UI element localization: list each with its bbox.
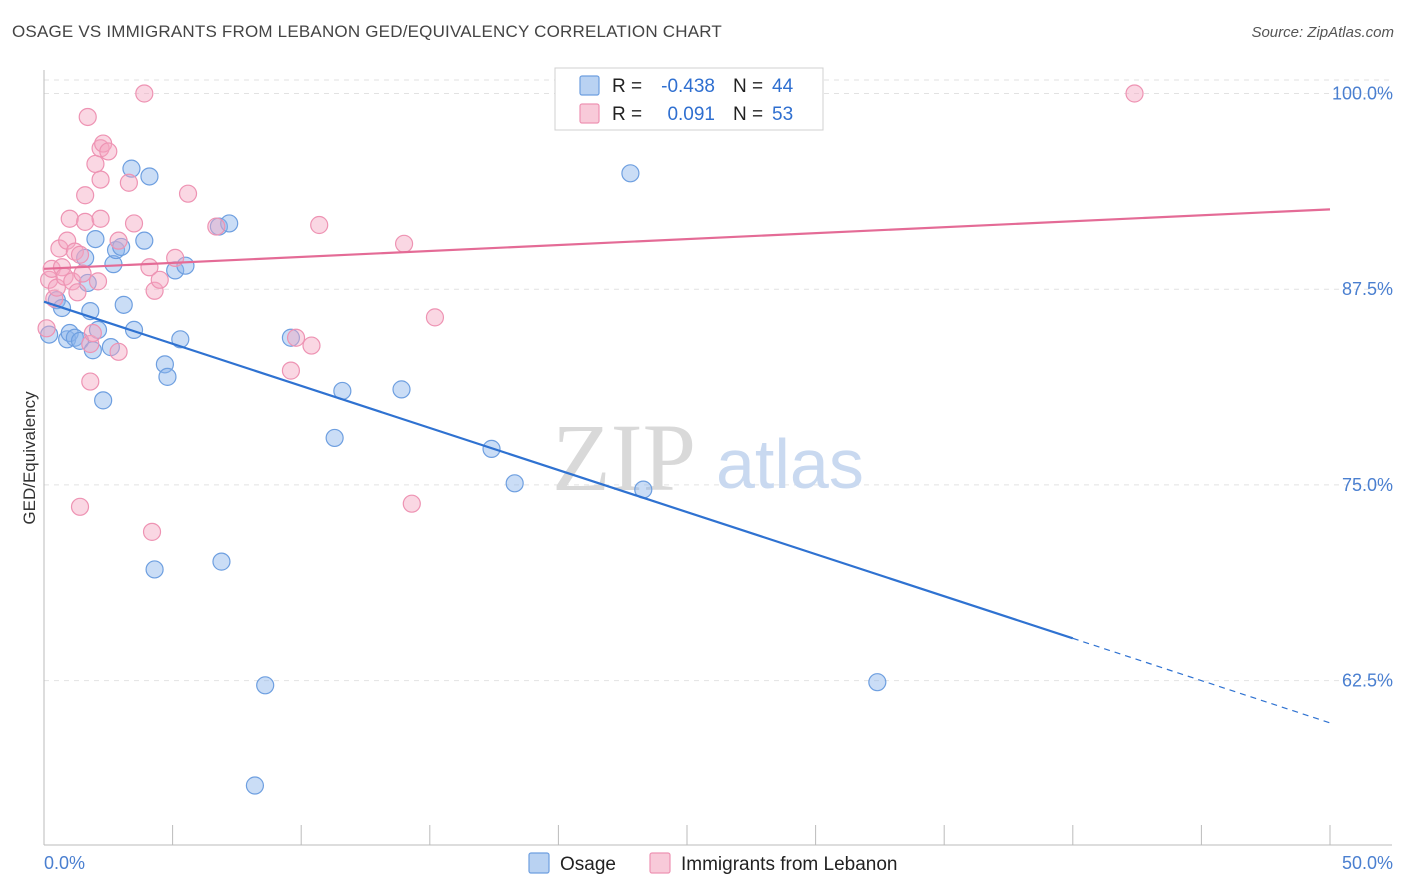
lebanon-point-30 (109, 231, 128, 250)
osage-point-20 (124, 320, 144, 339)
lebanon-point-36 (145, 281, 164, 300)
x-tick-label-right: 50.0% (1342, 853, 1393, 873)
osage-point-11 (86, 229, 105, 249)
legend-n-label-lebanon: N = (733, 104, 763, 125)
osage-point-37 (392, 380, 411, 399)
y-axis-title: GED/Equivalency (20, 391, 39, 525)
lebanon-point-45 (394, 234, 414, 253)
legend-swatch-osage (579, 75, 600, 96)
osage-point-19 (122, 159, 141, 178)
lebanon-point-21 (86, 154, 105, 174)
lebanon-point-13 (70, 245, 90, 264)
lebanon-point-17 (78, 107, 97, 127)
lebanon-point-46 (402, 494, 421, 513)
lebanon-point-40 (207, 217, 226, 236)
osage-point-5 (65, 328, 84, 347)
lebanon-point-27 (99, 142, 118, 161)
osage-point-13 (94, 391, 113, 410)
lebanon-point-47 (425, 308, 445, 327)
osage-trend-extension (1072, 637, 1331, 724)
lebanon-point-24 (91, 170, 110, 189)
chart-title: OSAGE VS IMMIGRANTS FROM LEBANON GED/EQU… (12, 22, 723, 41)
lebanon-point-28 (70, 497, 90, 516)
osage-point-40 (621, 164, 640, 183)
lebanon-point-42 (286, 328, 306, 347)
lebanon-point-37 (150, 270, 169, 289)
watermark-atlas: atlas (716, 425, 864, 503)
lebanon-point-15 (76, 212, 95, 231)
legend-r-label-osage: R = (612, 76, 642, 97)
lebanon-point-23 (91, 209, 110, 228)
osage-trend-line (43, 300, 1074, 640)
osage-point-35 (325, 428, 344, 448)
lebanon-point-18 (81, 334, 100, 354)
y-tick-label-3: 62.5% (1342, 671, 1393, 691)
lebanon-point-11 (65, 242, 84, 261)
legend-swatch-lebanon (579, 103, 600, 124)
lebanon-point-14 (73, 264, 92, 283)
lebanon-point-9 (60, 209, 79, 228)
lebanon-point-22 (88, 272, 108, 291)
axes (43, 70, 1392, 846)
lebanon-point-48 (1125, 84, 1144, 103)
osage-point-23 (145, 560, 164, 579)
bottom-legend: Osage Immigrants from Lebanon (528, 852, 898, 875)
watermark-zip: ZIP (552, 404, 696, 511)
legend-box: R = -0.438 N = 44 R = 0.091 N = 53 (554, 67, 824, 131)
x-tick-label-left: 0.0% (44, 853, 85, 873)
osage-point-39 (505, 474, 524, 493)
y-tick-label-1: 87.5% (1342, 279, 1393, 299)
osage-point-34 (281, 328, 301, 347)
legend-n-value-lebanon: 53 (772, 104, 793, 125)
lebanon-point-5 (50, 239, 69, 258)
lebanon-point-1 (40, 270, 59, 289)
grid-lines (44, 79, 1392, 682)
bottom-legend-swatch-osage (528, 852, 550, 874)
lebanon-point-41 (281, 361, 301, 380)
osage-point-42 (868, 673, 887, 692)
legend-r-value-osage: -0.438 (661, 76, 715, 97)
osage-point-12 (88, 320, 108, 339)
lebanon-trend-line (43, 208, 1331, 270)
lebanon-point-33 (135, 84, 154, 103)
lebanon-point-20 (83, 323, 102, 343)
lebanon-point-16 (76, 186, 95, 205)
source-label: Source: ZipAtlas.com (1251, 24, 1394, 41)
lebanon-point-35 (142, 522, 162, 541)
y-tick-label-2: 75.0% (1342, 475, 1393, 495)
trend-lines (43, 208, 1331, 724)
legend-n-label-osage: N = (733, 76, 763, 97)
osage-point-25 (158, 367, 177, 386)
bottom-legend-label-lebanon: Immigrants from Lebanon (681, 854, 898, 875)
osage-point-22 (140, 167, 159, 186)
bottom-legend-label-osage: Osage (560, 854, 616, 875)
y-tick-label-0: 100.0% (1332, 83, 1393, 103)
lebanon-point-44 (310, 215, 329, 235)
lebanon-point-31 (119, 173, 138, 192)
legend-r-value-lebanon: 0.091 (667, 104, 715, 125)
lebanon-point-12 (68, 283, 87, 302)
lebanon-point-43 (302, 336, 321, 355)
lebanon-point-0 (37, 319, 56, 338)
lebanon-point-19 (81, 372, 100, 391)
lebanon-point-29 (109, 342, 128, 361)
osage-point-21 (135, 231, 154, 250)
lebanon-point-32 (124, 214, 144, 233)
osage-point-27 (171, 330, 190, 349)
bottom-legend-swatch-lebanon (649, 852, 671, 874)
osage-point-18 (114, 295, 133, 314)
osage-point-30 (212, 552, 231, 571)
legend-r-label-lebanon: R = (612, 104, 642, 125)
legend-n-value-osage: 44 (772, 76, 794, 97)
osage-point-32 (245, 776, 265, 795)
lebanon-point-39 (178, 184, 198, 203)
osage-point-33 (256, 676, 275, 695)
y-tick-labels: 100.0% 87.5% 75.0% 62.5% (1332, 83, 1393, 690)
x-tick-labels: 0.0% 50.0% (44, 853, 1393, 873)
watermark: ZIP atlas (552, 404, 864, 511)
